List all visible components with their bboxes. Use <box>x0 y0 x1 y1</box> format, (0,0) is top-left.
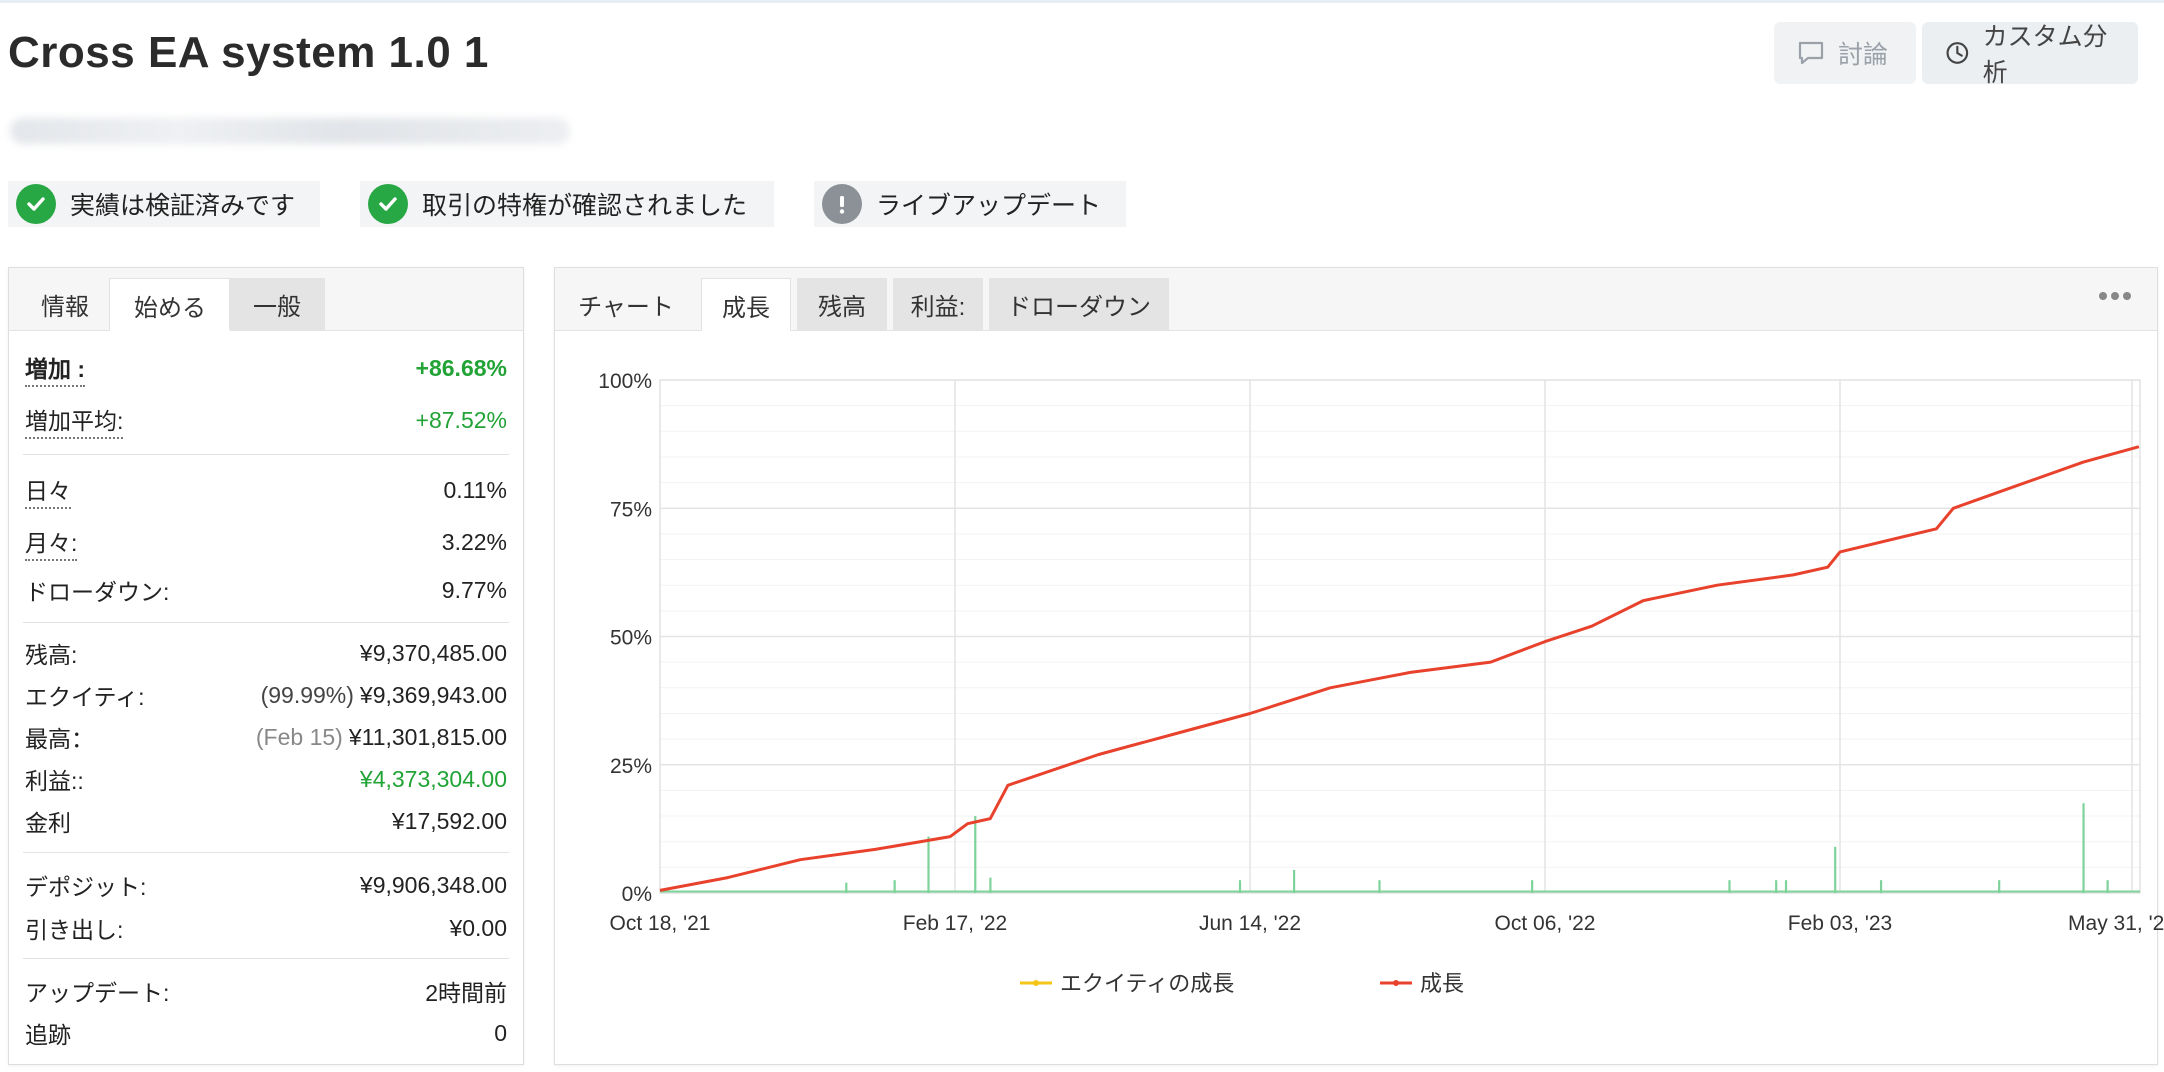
stat-monthly: 月々: 3.22% <box>25 524 507 561</box>
stat-label[interactable]: 月々: <box>25 524 78 561</box>
stat-equity: エクイティ: (99.99%) ¥9,369,943.00 <box>25 678 507 712</box>
stat-value: ¥0.00 <box>449 914 507 941</box>
check-circle-icon <box>368 184 408 224</box>
discussion-label: 討論 <box>1838 41 1889 69</box>
stat-value: ¥9,369,943.00 <box>359 681 507 708</box>
stat-value: ¥11,301,815.00 <box>348 723 507 750</box>
stat-label: 追跡 <box>25 1022 71 1048</box>
divider <box>23 622 509 623</box>
stat-highest: 最高： (Feb 15) ¥11,301,815.00 <box>25 720 507 754</box>
stat-label: 利益:: <box>25 768 84 794</box>
custom-analysis-label: カスタム分析 <box>1982 23 2108 87</box>
stat-value: +86.68% <box>415 355 507 381</box>
stat-value: ¥9,906,348.00 <box>359 871 507 898</box>
stat-interest: 金利 ¥17,592.00 <box>25 804 507 838</box>
stat-value: 9.77% <box>441 576 507 603</box>
divider <box>23 958 509 959</box>
stats-panel: 情報 始める 一般 増加 : +86.68% 増加平均: +87.52% 日々 … <box>8 267 524 1065</box>
tab-profit[interactable]: 利益: <box>893 278 983 330</box>
badge-live-update: ライブアップデート <box>814 181 1126 227</box>
stat-label[interactable]: 増加平均: <box>25 402 124 439</box>
tab-start[interactable]: 始める <box>109 278 231 331</box>
tab-general[interactable]: 一般 <box>229 278 325 330</box>
stat-daily: 日々 0.11% <box>25 472 507 509</box>
stat-tracking: 追跡 0 <box>25 1016 507 1050</box>
stat-value: ¥17,592.00 <box>391 807 507 834</box>
stat-label[interactable]: 増加 : <box>25 350 86 387</box>
stat-label: 金利 <box>25 810 71 836</box>
stat-label: デポジット: <box>25 874 147 900</box>
tab-drawdown[interactable]: ドローダウン <box>989 278 1169 330</box>
stat-label: 引き出し: <box>25 917 124 943</box>
chart-panel: チャート 成長 残高 利益: ドローダウン <box>554 267 2158 1065</box>
discussion-button[interactable]: 討論 <box>1774 22 1916 84</box>
badge-label: 実績は検証済みです <box>70 192 296 220</box>
badge-trading-privileges-verified: 取引の特権が確認されました <box>360 181 774 227</box>
stat-label: ドローダウン: <box>25 579 170 605</box>
stat-value: 0 <box>494 1019 507 1046</box>
stat-abs-gain: 増加平均: +87.52% <box>25 402 507 439</box>
stat-value: ¥9,370,485.00 <box>359 639 507 666</box>
chart-tabs: チャート 成長 残高 利益: ドローダウン <box>555 268 2157 331</box>
tab-growth[interactable]: 成長 <box>701 278 791 331</box>
stat-value: 2時間前 <box>425 980 507 1006</box>
top-border <box>0 0 2164 3</box>
tab-info[interactable]: 情報 <box>41 293 89 321</box>
stat-label: 残高: <box>25 642 78 668</box>
tab-balance[interactable]: 残高 <box>797 278 887 330</box>
stats-tabs: 情報 始める 一般 <box>9 268 523 331</box>
stat-value: 0.11% <box>443 477 507 503</box>
divider <box>23 454 509 455</box>
badge-label: 取引の特権が確認されました <box>422 192 748 220</box>
exclamation-circle-icon <box>822 184 862 224</box>
stat-label: アップデート: <box>25 980 170 1006</box>
stat-value: 3.22% <box>441 529 507 555</box>
page-title: Cross EA system 1.0 1 <box>8 28 489 77</box>
stat-label[interactable]: 日々 <box>25 472 71 509</box>
stat-balance: 残高: ¥9,370,485.00 <box>25 636 507 670</box>
stat-label: エクイティ: <box>25 684 145 710</box>
divider <box>23 852 509 853</box>
badge-track-record-verified: 実績は検証済みです <box>8 181 320 227</box>
blurred-subtitle <box>10 118 570 144</box>
tab-chart[interactable]: チャート <box>578 293 674 321</box>
stat-updated: アップデート: 2時間前 <box>25 974 507 1008</box>
stat-profit: 利益:: ¥4,373,304.00 <box>25 762 507 796</box>
badge-label: ライブアップデート <box>876 192 1102 220</box>
clock-icon <box>1946 42 1969 64</box>
chat-bubble-icon <box>1798 41 1824 65</box>
check-circle-icon <box>16 184 56 224</box>
stat-drawdown: ドローダウン: 9.77% <box>25 573 507 607</box>
stat-value: ¥4,373,304.00 <box>359 765 507 792</box>
highest-date: (Feb 15) <box>255 723 343 750</box>
more-options-icon[interactable] <box>2099 292 2133 302</box>
stat-withdrawals: 引き出し: ¥0.00 <box>25 911 507 945</box>
custom-analysis-button[interactable]: カスタム分析 <box>1922 22 2138 87</box>
stat-label: 最高： <box>25 726 94 752</box>
equity-percent: (99.99%) <box>260 681 354 708</box>
stat-deposits: デポジット: ¥9,906,348.00 <box>25 868 507 902</box>
stat-value: +87.52% <box>415 407 507 433</box>
stat-gain: 増加 : +86.68% <box>25 350 507 387</box>
